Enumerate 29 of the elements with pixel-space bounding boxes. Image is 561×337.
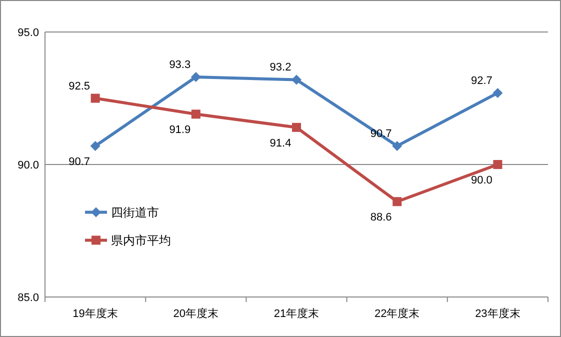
data-label: 91.4: [270, 137, 292, 150]
x-tick-label: 20年度末: [173, 307, 219, 320]
point: [292, 122, 301, 132]
data-label: 92.5: [68, 80, 90, 92]
x-tick-label: 23年度末: [475, 307, 520, 320]
point: [492, 88, 503, 98]
data-label: 88.6: [370, 212, 392, 224]
data-label: 93.3: [169, 59, 191, 72]
y-tick-label: 90.0: [18, 159, 39, 172]
x-tick-label: 21年度末: [274, 307, 320, 320]
x-tick-label: 19年度末: [72, 307, 118, 320]
point: [90, 94, 100, 103]
data-label: 93.2: [270, 62, 292, 74]
data-label: 92.7: [470, 74, 492, 87]
point: [493, 160, 502, 169]
point: [292, 74, 302, 85]
legend-label: 四街道市: [111, 205, 159, 220]
point: [392, 140, 402, 151]
legend-label: 県内市平均: [111, 233, 171, 248]
data-label: 90.0: [470, 174, 492, 186]
x-tick-label: 22年度末: [374, 307, 420, 320]
point: [190, 72, 201, 82]
point: [191, 110, 200, 119]
data-label: 91.9: [169, 124, 191, 136]
y-tick-label: 95.0: [18, 26, 39, 39]
y-tick-label: 85.0: [18, 292, 39, 304]
point: [90, 140, 100, 151]
data-label: 90.7: [68, 156, 90, 168]
point: [392, 197, 402, 206]
